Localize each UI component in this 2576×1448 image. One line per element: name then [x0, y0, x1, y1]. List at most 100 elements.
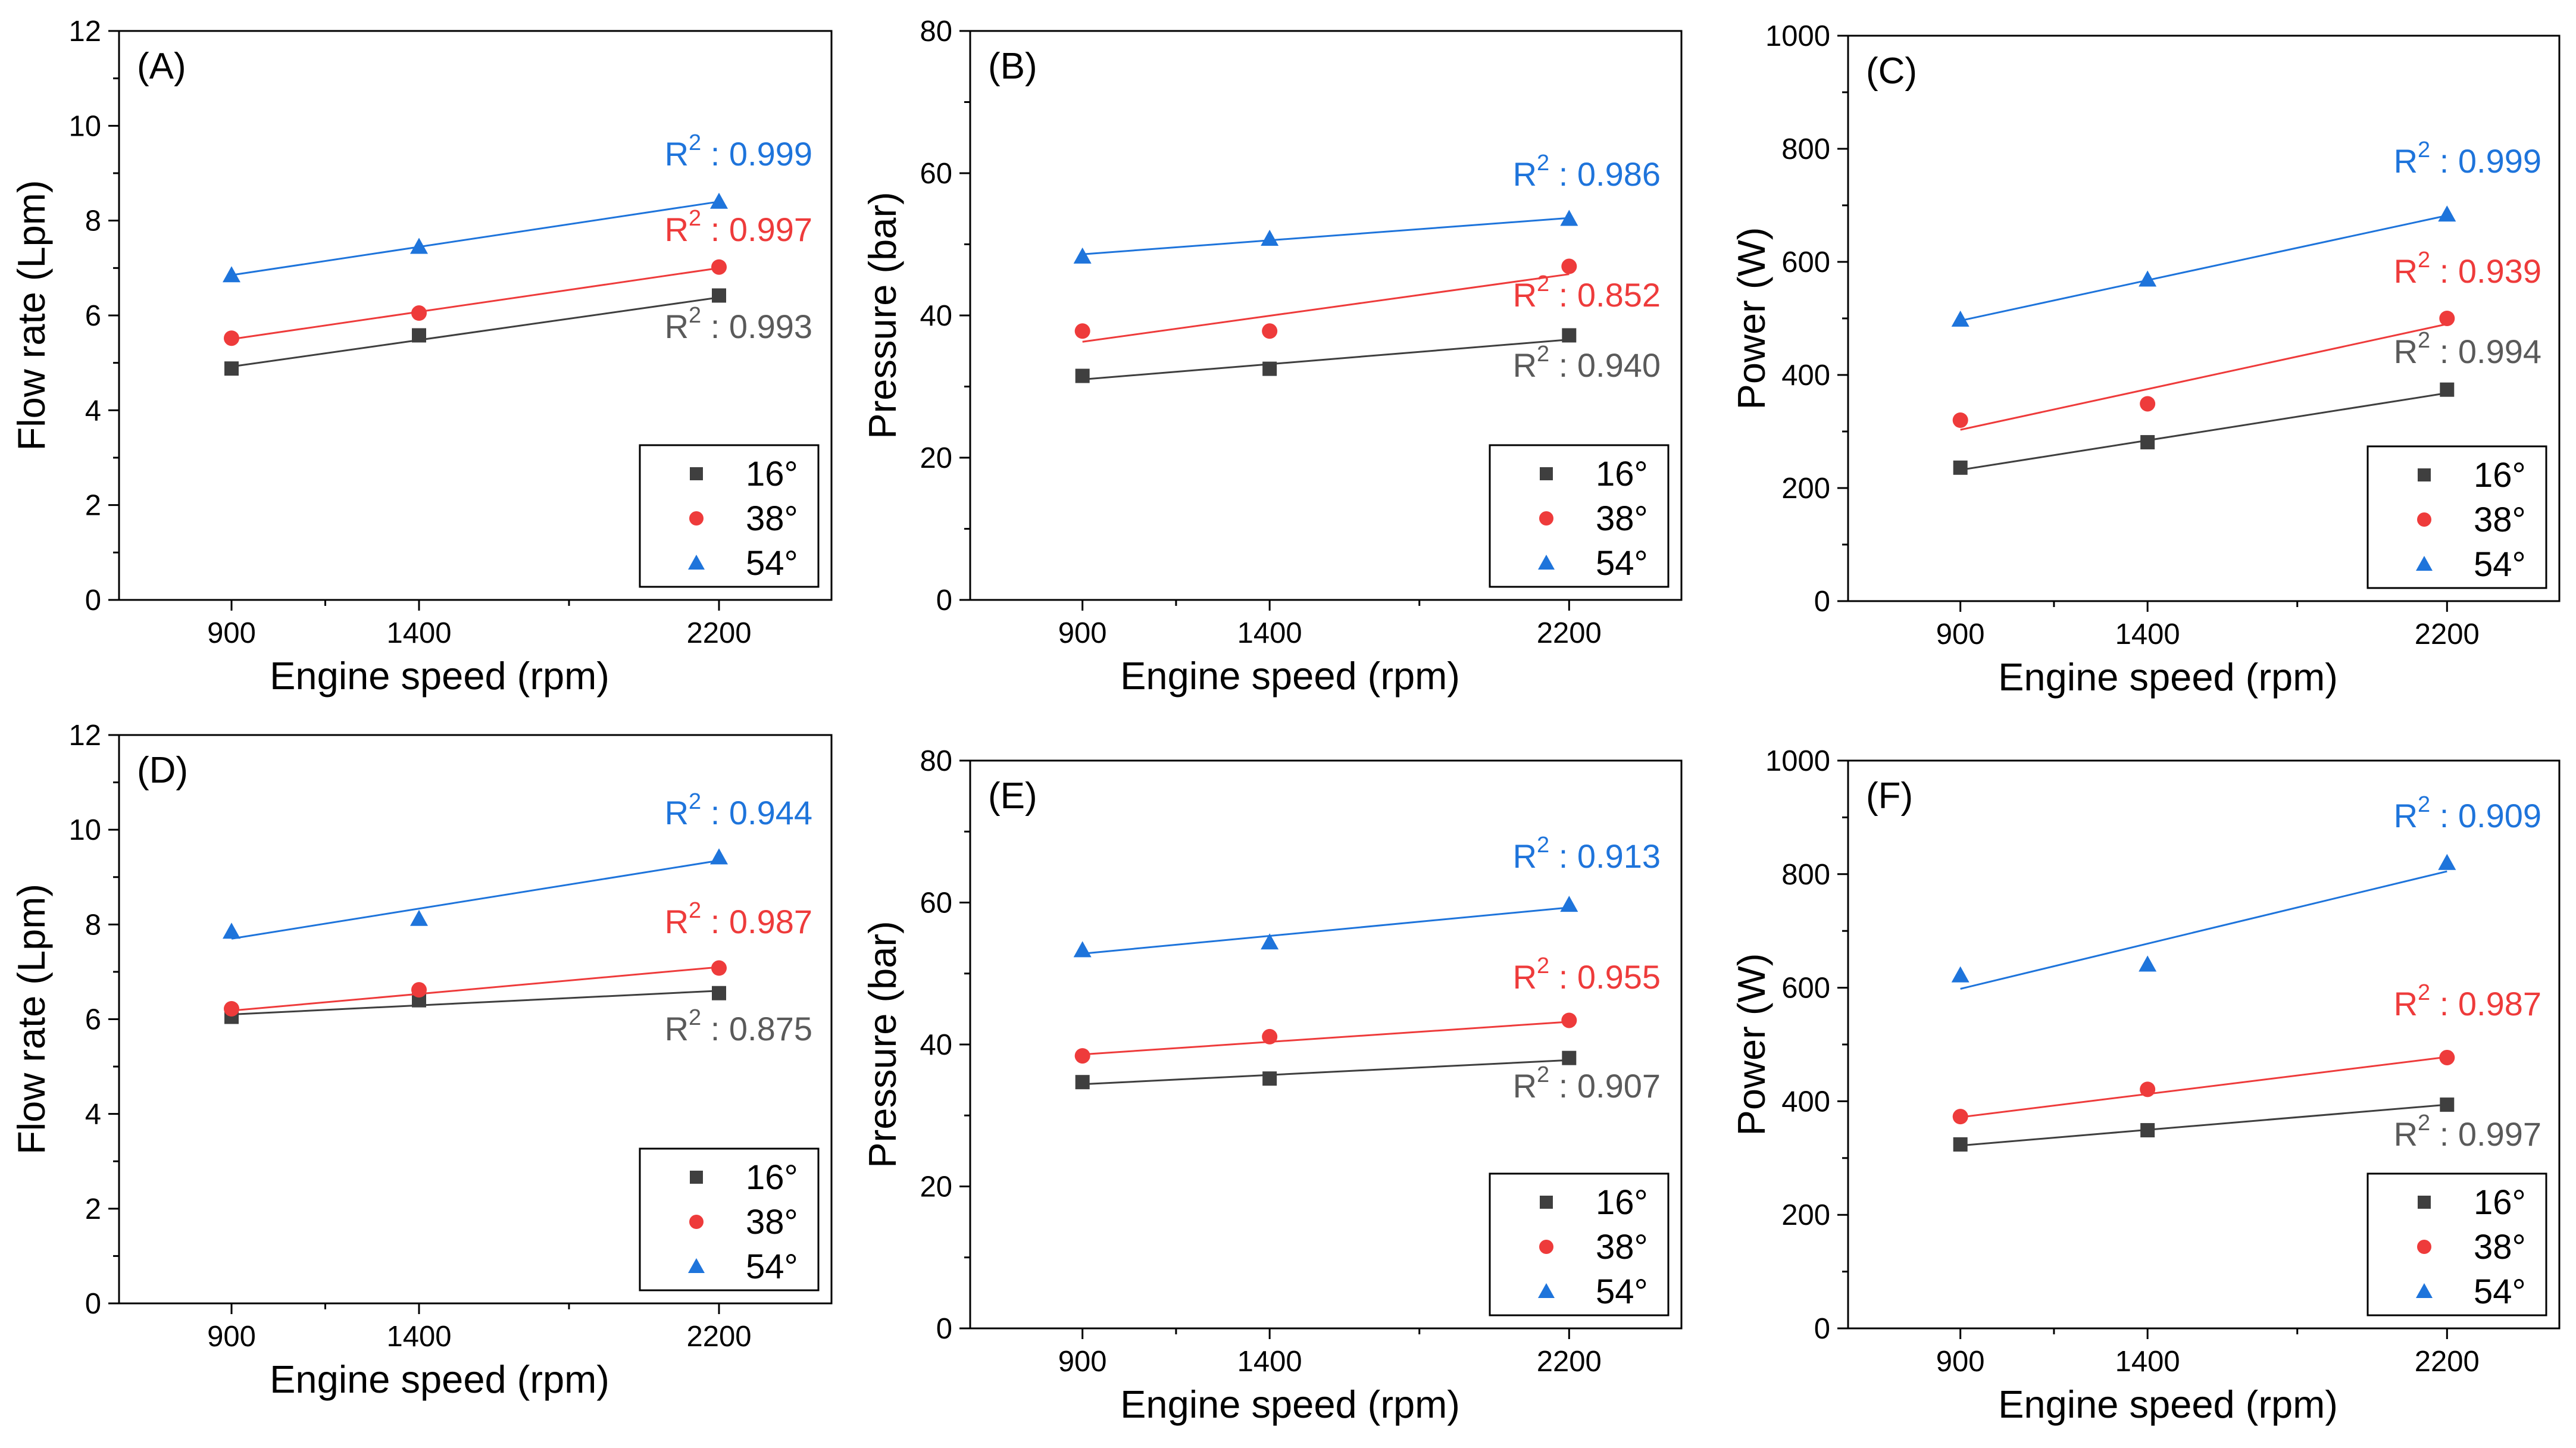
- fit-line-54: [1082, 906, 1570, 955]
- legend-label-54: 54°: [2474, 1272, 2526, 1311]
- legend-marker-38: [689, 511, 704, 526]
- legend-marker-38: [2417, 1240, 2431, 1254]
- legend-marker-16: [1540, 467, 1553, 480]
- y-tick-label: 6: [85, 300, 101, 332]
- point-54-900: [1073, 247, 1092, 264]
- y-tick-label: 200: [1781, 1199, 1830, 1231]
- y-tick-label: 10: [68, 110, 101, 142]
- point-16-2200: [1562, 328, 1577, 343]
- y-tick-label: 800: [1781, 859, 1830, 891]
- legend-label-38: 38°: [2474, 501, 2526, 539]
- y-tick-label: 0: [1814, 1313, 1830, 1345]
- x-tick-label: 2200: [1537, 1346, 1602, 1378]
- legend: 16° 38° 54°: [639, 444, 820, 588]
- legend-frame: [2366, 1172, 2547, 1316]
- point-38-1400: [1262, 323, 1278, 339]
- x-tick-label: 900: [1936, 1346, 1985, 1378]
- legend-label-54: 54°: [1596, 544, 1648, 583]
- y-tick-label: 800: [1781, 133, 1830, 165]
- fit-line-16: [1082, 339, 1570, 381]
- panel-label: (B): [988, 46, 1037, 87]
- legend-frame: [1489, 1172, 1670, 1316]
- y-tick-label: 8: [85, 205, 101, 237]
- x-tick-label: 900: [1058, 617, 1107, 649]
- panel-label: (E): [988, 775, 1037, 817]
- r2-label-16: R2 : 0.875: [665, 1005, 812, 1047]
- legend-label-16: 16°: [2474, 1183, 2526, 1222]
- y-tick-label: 0: [936, 1313, 952, 1345]
- x-tick-label: 2200: [686, 617, 751, 649]
- legend-frame: [639, 444, 820, 588]
- x-tick-label: 1400: [386, 1321, 451, 1353]
- x-axis-title: Engine speed (rpm): [1998, 1383, 2338, 1426]
- x-axis-title: Engine speed (rpm): [270, 1358, 609, 1401]
- fit-line-54: [231, 201, 720, 276]
- point-16-2200: [2440, 382, 2455, 397]
- y-tick-label: 200: [1781, 473, 1830, 505]
- legend-label-16: 16°: [2474, 456, 2526, 495]
- legend-label-54: 54°: [1596, 1272, 1648, 1311]
- fit-line-54: [1082, 217, 1570, 255]
- legend-marker-38: [1539, 511, 1553, 526]
- y-tick-label: 400: [1781, 1086, 1830, 1118]
- r2-label-38: R2 : 0.987: [2394, 980, 2541, 1022]
- y-tick-label: 0: [85, 584, 101, 617]
- point-16-2200: [712, 986, 726, 1000]
- point-54-2200: [2438, 853, 2456, 870]
- fit-line-38: [1082, 1021, 1570, 1056]
- legend-marker-54: [688, 1258, 705, 1273]
- point-38-900: [1952, 412, 1968, 428]
- legend-label-38: 38°: [1596, 499, 1648, 538]
- legend-marker-16: [1540, 1196, 1553, 1209]
- x-tick-label: 2200: [2415, 618, 2480, 650]
- y-tick-label: 0: [1814, 586, 1830, 618]
- y-tick-label: 600: [1781, 972, 1830, 1005]
- legend-label-38: 38°: [2474, 1228, 2526, 1266]
- r2-label-38: R2 : 0.955: [1513, 953, 1661, 996]
- point-16-2200: [1562, 1050, 1577, 1065]
- point-54-900: [1073, 941, 1092, 958]
- legend: 16° 38° 54°: [1489, 444, 1670, 588]
- legend-marker-38: [689, 1215, 704, 1229]
- y-axis-title: Power (W): [1730, 953, 1773, 1136]
- point-54-1400: [1261, 933, 1279, 950]
- chart-panel-f: 0 200 400 600 800 1000 900 1400 2200 Engine speed…: [1730, 745, 2561, 1426]
- point-54-1400: [2139, 270, 2157, 287]
- point-16-900: [224, 361, 239, 376]
- y-tick-label: 1000: [1765, 745, 1830, 777]
- legend-marker-54: [1538, 1283, 1555, 1298]
- y-tick-label: 600: [1781, 246, 1830, 279]
- point-16-900: [1075, 1075, 1090, 1090]
- point-16-1400: [2140, 435, 2155, 450]
- legend-marker-54: [688, 555, 705, 570]
- x-tick-label: 900: [1058, 1346, 1107, 1378]
- point-54-900: [223, 922, 240, 939]
- x-tick-label: 2200: [1537, 617, 1602, 649]
- legend-label-16: 16°: [746, 1158, 798, 1197]
- y-tick-label: 60: [920, 158, 952, 190]
- fit-line-38: [1960, 1056, 2447, 1118]
- point-54-1400: [410, 237, 428, 254]
- fit-line-16: [231, 990, 720, 1016]
- point-54-1400: [1261, 229, 1279, 246]
- y-tick-label: 4: [85, 1099, 101, 1131]
- point-38-900: [1952, 1109, 1968, 1125]
- fit-line-38: [1960, 323, 2447, 431]
- legend-frame: [1489, 444, 1670, 588]
- legend-marker-16: [690, 467, 703, 480]
- r2-label-16: R2 : 0.997: [2394, 1111, 2541, 1153]
- y-axis-title: Flow rate (Lpm): [10, 884, 53, 1155]
- legend-marker-16: [690, 1171, 703, 1184]
- legend-label-54: 54°: [2474, 545, 2526, 584]
- legend-label-16: 16°: [746, 455, 798, 493]
- y-tick-label: 1000: [1765, 20, 1830, 52]
- point-16-1400: [1262, 361, 1277, 376]
- y-axis-title: Pressure (bar): [861, 192, 904, 439]
- y-tick-label: 2: [85, 490, 101, 522]
- legend-marker-54: [2416, 556, 2433, 571]
- legend: 16° 38° 54°: [2366, 445, 2547, 589]
- legend-marker-38: [1539, 1240, 1553, 1254]
- point-38-1400: [2140, 396, 2156, 412]
- y-tick-label: 12: [68, 15, 101, 48]
